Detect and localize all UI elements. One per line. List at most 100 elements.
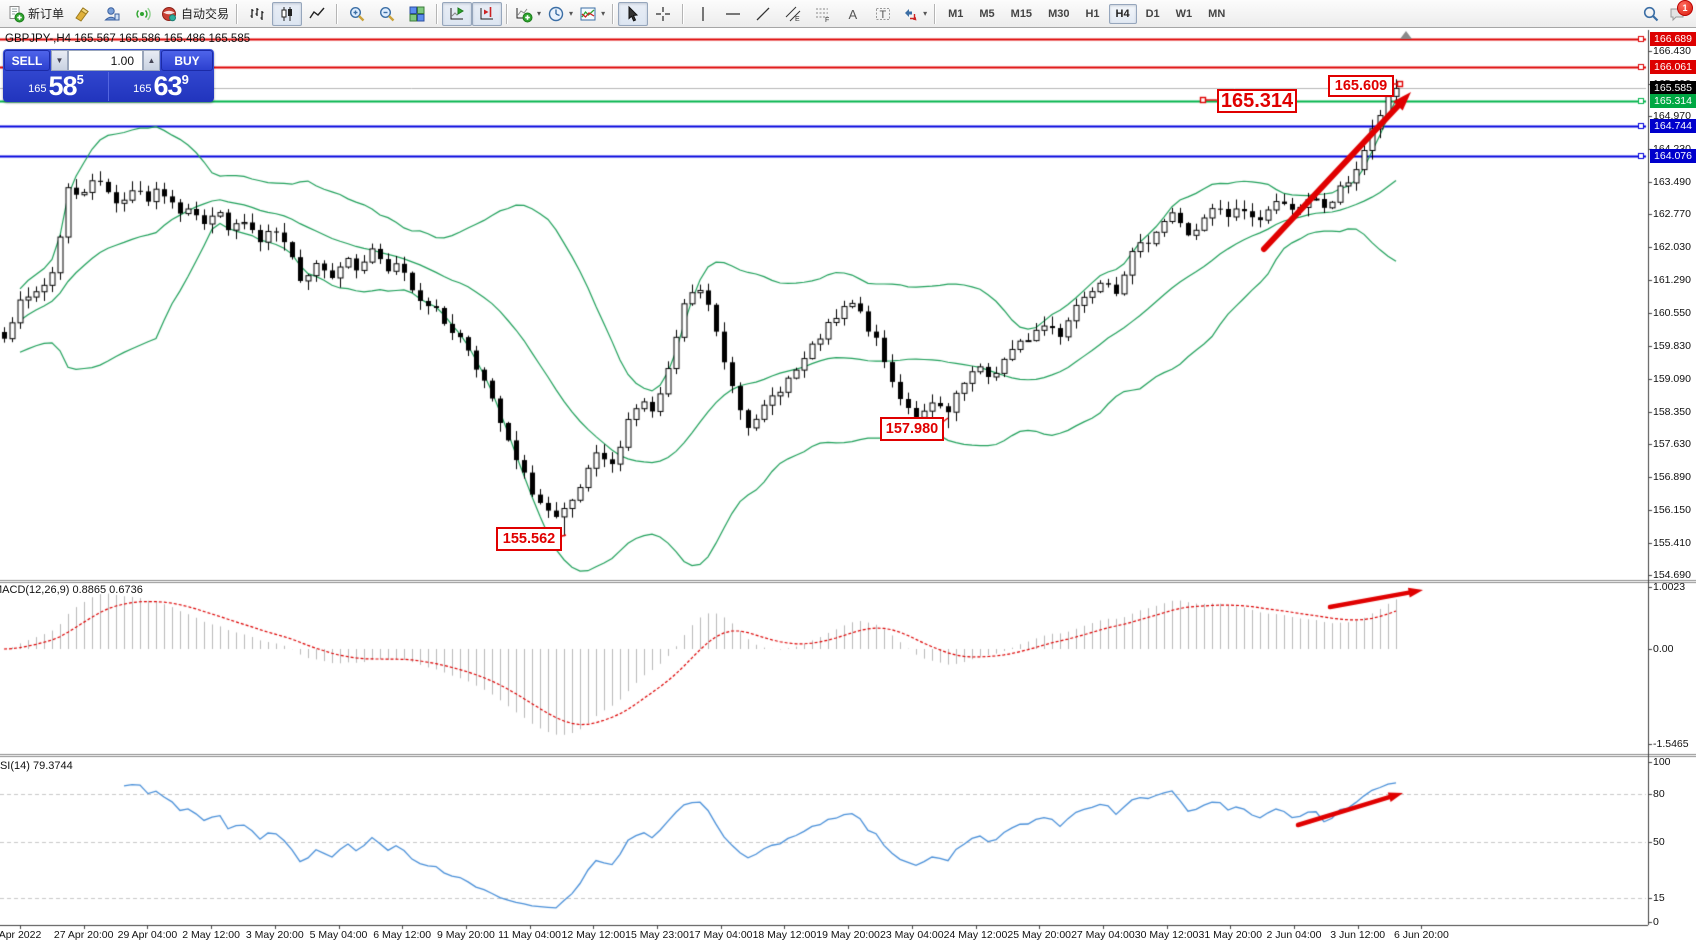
price-tick: 157.630 [1653,437,1691,450]
dropdown-arrow-icon[interactable]: ▾ [569,9,574,18]
buy-price[interactable]: 165 63 9 [109,72,213,101]
auto-scroll-button[interactable] [442,1,473,26]
line-chart-icon [309,7,325,18]
indicators-button[interactable]: ▾ [512,2,544,26]
buy-price-main: 63 [153,71,183,101]
price-badge-165.585: 165.585 [1650,81,1696,96]
price-annotation-165.314[interactable]: 165.314 [1217,89,1297,113]
time-axis-label: 30 May 12:00 [1134,929,1199,941]
price-tick: 154.690 [1653,569,1691,582]
time-axis-label: 15 May 23:00 [625,929,689,941]
chisel-icon [75,6,89,22]
search-icon[interactable] [1642,5,1660,23]
zoom-out-button[interactable] [372,2,402,26]
sell-price[interactable]: 165 58 5 [4,72,109,101]
volume-input[interactable]: 1.00 [68,50,143,71]
time-axis-label: 6 May 12:00 [373,929,432,941]
timeframe-mn-button[interactable]: MN [1208,7,1226,20]
volume-decrease-button[interactable]: ▼ [51,50,68,71]
one-click-trading-panel: SELL ▼ 1.00 ▲ BUY 165 58 5 165 63 9 [3,49,214,102]
auto-trading-label: 自动交易 [181,7,230,21]
person-icon [104,6,120,20]
price-badge-165.314: 165.314 [1650,93,1696,108]
crosshair-tool-button[interactable] [648,2,678,26]
timeframe-d1-button[interactable]: D1 [1145,7,1160,20]
time-axis-label: 17 May 04:00 [688,929,753,941]
rsi-label: RSI(14) 79.3744 [0,760,73,772]
tile-windows-button[interactable] [402,2,432,26]
accounts-button[interactable] [97,2,127,26]
new-order-icon [9,5,25,22]
timeframe-m5-button[interactable]: M5 [979,7,995,20]
zoom-in-button[interactable] [342,2,372,26]
svg-text:T: T [880,9,887,21]
text-label-icon: T [876,7,891,21]
crosshair-icon [656,6,671,21]
arrows-tool-button[interactable]: ▾ [898,2,930,26]
sell-button[interactable]: SELL [4,50,50,71]
dropdown-arrow-icon[interactable]: ▾ [923,9,928,18]
price-badge-164.744: 164.744 [1650,118,1696,133]
fibonacci-icon: F [816,8,829,23]
price-tick: 159.830 [1653,339,1691,352]
price-tick: 156.890 [1653,470,1691,483]
cursor-tool-button[interactable] [618,1,649,26]
bar-chart-button[interactable] [242,2,272,26]
line-chart-button[interactable] [302,2,332,26]
time-axis-label: 25 May 20:00 [1007,929,1072,941]
price-tick: 166.430 [1653,44,1691,57]
candlestick-chart-button[interactable] [272,1,303,26]
auto-trading-button[interactable]: 自动交易 [157,2,232,26]
buy-price-sup: 9 [181,72,189,87]
timeframe-m15-button[interactable]: M15 [1010,7,1033,20]
price-annotation-155.562[interactable]: 155.562 [496,527,562,551]
clock-icon [548,6,564,21]
timeframe-m30-button[interactable]: M30 [1048,7,1070,20]
time-axis-label: 9 May 20:00 [436,929,495,941]
auto-trading-icon [162,6,177,21]
rsi-scale-tick: 15 [1653,892,1665,904]
time-axis-label: 2 Jun 04:00 [1266,929,1322,941]
new-order-button[interactable]: 新订单 [4,2,67,26]
channel-tool-button[interactable]: E [778,2,808,26]
buy-price-prefix: 165 [133,83,152,95]
chart-shift-button[interactable] [472,1,503,26]
signal-icon [136,7,151,20]
volume-increase-button[interactable]: ▲ [143,50,160,71]
dropdown-arrow-icon[interactable]: ▾ [537,9,542,18]
templates-button[interactable]: ▾ [576,2,608,26]
buy-button[interactable]: BUY [161,50,213,71]
fibonacci-tool-button[interactable]: F [808,2,838,26]
chisel-tool-button[interactable] [67,2,97,26]
trendline-tool-button[interactable] [748,2,778,26]
text-tool-button[interactable]: A [838,2,868,26]
price-annotation-157.980[interactable]: 157.980 [880,417,944,441]
signal-button[interactable] [127,2,157,26]
price-tick: 163.490 [1653,176,1691,188]
horizontal-line-tool-button[interactable] [718,2,748,26]
periods-button[interactable]: ▾ [544,2,576,26]
time-axis-label: Apr 2022 [0,929,42,941]
time-axis-label: 5 May 04:00 [309,929,368,941]
timeframe-h1-button[interactable]: H1 [1085,7,1100,20]
price-annotation-165.609[interactable]: 165.609 [1328,75,1394,97]
rsi-scale-tick: 50 [1653,836,1665,848]
price-tick: 164.970 [1653,109,1691,122]
timeframe-m1-button[interactable]: M1 [948,7,964,20]
tile-windows-icon [409,6,425,21]
svg-text:E: E [795,16,800,23]
notifications-button[interactable]: 1 [1668,0,1693,23]
text-label-tool-button[interactable]: T [868,2,898,26]
dropdown-arrow-icon[interactable]: ▾ [601,9,606,18]
vertical-line-tool-button[interactable] [688,2,718,26]
time-axis-label: 12 May 12:00 [561,929,626,941]
macd-scale-tick: -1.5465 [1653,738,1689,751]
macd-label: MACD(12,26,9) 0.8865 0.6736 [0,584,143,596]
toolbar-separator [336,3,339,24]
timeframe-h4-button[interactable]: H4 [1108,3,1137,24]
indicators-icon [516,7,533,22]
timeframe-w1-button[interactable]: W1 [1175,7,1193,20]
new-order-label: 新订单 [28,7,65,21]
